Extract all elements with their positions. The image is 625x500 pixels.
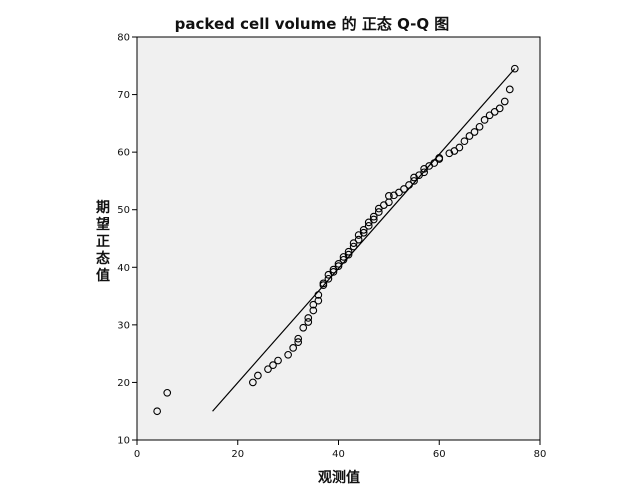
data-point xyxy=(269,361,277,370)
data-point xyxy=(364,221,373,230)
data-point xyxy=(465,132,474,140)
data-point xyxy=(163,388,172,397)
y-tick-label: 80 xyxy=(117,33,130,44)
data-point xyxy=(505,85,514,94)
data-point xyxy=(294,334,303,343)
data-point xyxy=(374,208,383,216)
data-point xyxy=(334,262,343,270)
y-tick-label: 70 xyxy=(117,90,130,101)
y-tick-label: 30 xyxy=(117,320,130,331)
data-point xyxy=(495,104,504,113)
data-point xyxy=(299,323,308,332)
data-point xyxy=(304,314,313,322)
data-point xyxy=(264,365,272,374)
data-point xyxy=(339,255,348,264)
data-point xyxy=(485,111,494,120)
data-point xyxy=(395,188,403,197)
y-tick-label: 40 xyxy=(117,263,130,274)
plot-area xyxy=(136,36,541,441)
data-point xyxy=(249,378,257,387)
data-point xyxy=(359,226,368,234)
data-point xyxy=(359,228,368,237)
data-point xyxy=(460,137,469,146)
data-point xyxy=(309,306,318,315)
x-tick-label: 80 xyxy=(534,449,547,460)
y-axis-title-char: 期 xyxy=(96,200,110,216)
data-point xyxy=(400,185,408,193)
data-point xyxy=(510,64,519,73)
x-axis-title: 观测值 xyxy=(318,469,360,486)
data-point xyxy=(314,296,323,305)
data-point xyxy=(475,122,484,131)
data-point xyxy=(354,231,363,239)
data-point xyxy=(500,97,509,106)
y-tick-label: 60 xyxy=(117,148,130,159)
data-point xyxy=(349,242,358,251)
data-point xyxy=(289,344,298,352)
data-point xyxy=(339,253,348,261)
data-point xyxy=(445,149,454,158)
x-tick-label: 40 xyxy=(332,449,345,460)
y-axis-title-char: 值 xyxy=(96,267,110,284)
data-point xyxy=(294,338,303,346)
data-point xyxy=(304,318,313,326)
data-point xyxy=(334,259,343,268)
data-point xyxy=(450,147,459,155)
y-tick-label: 20 xyxy=(117,378,130,389)
data-point xyxy=(435,154,444,162)
data-point xyxy=(284,350,292,359)
data-point xyxy=(369,215,378,224)
data-point xyxy=(309,300,318,309)
data-point xyxy=(369,212,378,221)
data-point xyxy=(324,274,333,283)
data-point xyxy=(410,177,418,185)
y-tick-label: 50 xyxy=(117,205,130,216)
chart-title: packed cell volume 的 正态 Q-Q 图 xyxy=(175,15,450,33)
data-point xyxy=(490,107,499,116)
y-axis-title-char: 正 xyxy=(96,234,110,250)
data-point xyxy=(410,173,418,182)
data-point xyxy=(455,143,464,152)
data-point xyxy=(254,371,262,380)
data-point xyxy=(329,265,338,274)
data-points xyxy=(153,64,519,416)
data-point xyxy=(480,116,489,124)
data-point xyxy=(344,247,353,256)
data-point xyxy=(420,168,428,177)
data-point xyxy=(349,239,358,247)
data-point xyxy=(385,192,393,200)
reference-line xyxy=(212,68,516,412)
data-point xyxy=(354,235,363,244)
x-tick-label: 0 xyxy=(134,449,140,460)
data-point xyxy=(374,204,383,213)
y-axis-title-char: 望 xyxy=(96,216,110,233)
data-point xyxy=(470,128,479,136)
y-axis-title-char: 态 xyxy=(96,250,110,267)
data-point xyxy=(329,268,338,276)
data-point xyxy=(405,181,413,189)
y-tick-label: 10 xyxy=(117,436,130,447)
x-tick-label: 20 xyxy=(231,449,244,460)
data-point xyxy=(430,159,439,167)
data-point xyxy=(344,250,353,259)
x-tick-label: 60 xyxy=(433,449,446,460)
data-point xyxy=(319,279,328,288)
data-point xyxy=(274,356,282,365)
data-point xyxy=(314,291,323,299)
x-axis-ticks: 0 20 40 60 80 xyxy=(134,440,547,460)
data-point xyxy=(153,407,161,416)
y-axis-ticks: 10 20 30 40 50 60 70 80 xyxy=(117,33,137,447)
